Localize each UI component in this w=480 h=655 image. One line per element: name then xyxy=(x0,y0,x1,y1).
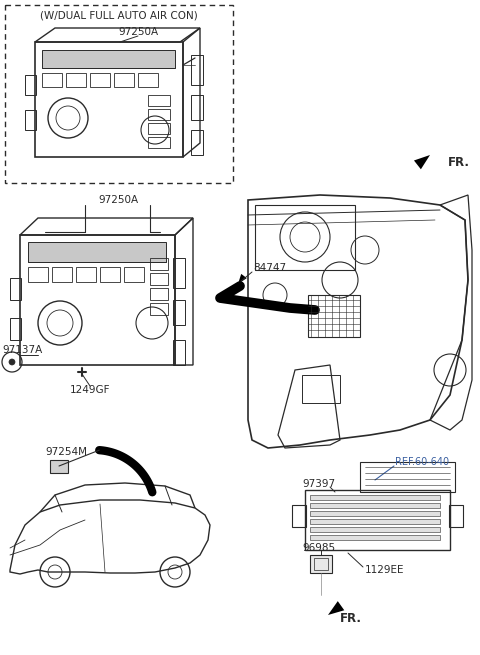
Bar xyxy=(52,267,72,282)
Bar xyxy=(310,527,440,532)
Bar xyxy=(310,495,440,500)
Bar xyxy=(10,278,21,300)
Bar xyxy=(150,303,168,315)
Text: 1129EE: 1129EE xyxy=(365,565,405,575)
Text: 97254M: 97254M xyxy=(45,447,87,457)
Bar xyxy=(114,73,134,87)
Bar xyxy=(310,535,440,540)
Polygon shape xyxy=(328,601,344,615)
Bar xyxy=(148,137,170,148)
Bar xyxy=(305,490,450,550)
Bar xyxy=(50,460,68,473)
Bar xyxy=(100,267,120,282)
Bar xyxy=(42,73,62,87)
Bar xyxy=(150,258,168,270)
Text: 97137A: 97137A xyxy=(2,345,42,355)
Text: 97397: 97397 xyxy=(302,479,335,489)
Bar xyxy=(28,267,48,282)
Bar xyxy=(191,95,203,120)
Bar xyxy=(124,267,144,282)
Bar xyxy=(308,295,360,337)
Bar xyxy=(28,242,166,262)
Text: 84747: 84747 xyxy=(253,263,286,273)
Bar xyxy=(42,50,175,68)
Bar xyxy=(25,75,36,95)
Bar xyxy=(90,73,110,87)
Bar xyxy=(302,375,340,403)
Text: 97250A: 97250A xyxy=(118,27,158,37)
Bar xyxy=(25,110,36,130)
Text: FR.: FR. xyxy=(340,612,362,624)
Bar xyxy=(191,130,203,155)
Bar xyxy=(310,519,440,524)
Bar xyxy=(292,505,306,527)
Bar xyxy=(150,273,168,285)
Bar xyxy=(138,73,158,87)
Circle shape xyxy=(9,359,15,365)
Bar xyxy=(20,235,175,365)
Text: FR.: FR. xyxy=(448,157,470,170)
Bar xyxy=(150,288,168,300)
Bar xyxy=(148,109,170,120)
Bar xyxy=(148,123,170,134)
Bar xyxy=(255,205,355,270)
Text: (W/DUAL FULL AUTO AIR CON): (W/DUAL FULL AUTO AIR CON) xyxy=(40,11,198,21)
Bar xyxy=(314,558,328,570)
Bar xyxy=(173,340,185,365)
Bar xyxy=(449,505,463,527)
Polygon shape xyxy=(238,274,247,284)
Bar xyxy=(191,55,203,85)
Bar xyxy=(360,462,455,492)
Bar xyxy=(5,5,233,183)
Bar xyxy=(310,503,440,508)
Text: REF.60-640: REF.60-640 xyxy=(395,457,449,467)
Bar xyxy=(35,42,183,157)
Text: 96985: 96985 xyxy=(302,543,335,553)
Text: 1249GF: 1249GF xyxy=(70,385,110,395)
Bar xyxy=(310,555,332,573)
Polygon shape xyxy=(414,155,430,169)
Bar xyxy=(310,511,440,516)
Bar xyxy=(10,318,21,340)
Bar xyxy=(173,258,185,288)
Bar xyxy=(148,95,170,106)
Bar xyxy=(76,267,96,282)
Bar xyxy=(66,73,86,87)
Text: 97250A: 97250A xyxy=(98,195,138,205)
Bar xyxy=(173,300,185,325)
